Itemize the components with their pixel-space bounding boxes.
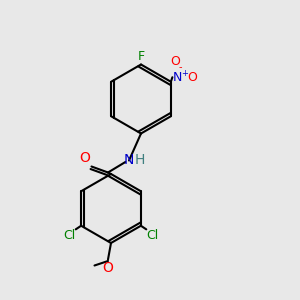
Text: O: O <box>170 55 180 68</box>
Text: O: O <box>103 261 113 275</box>
Text: N: N <box>124 154 134 167</box>
Text: N: N <box>172 71 182 84</box>
Text: O: O <box>79 151 90 165</box>
Text: Cl: Cl <box>63 229 75 242</box>
Text: +: + <box>182 69 188 78</box>
Text: F: F <box>137 50 145 63</box>
Text: H: H <box>134 154 145 167</box>
Text: Cl: Cl <box>146 229 158 242</box>
Text: O: O <box>188 71 197 84</box>
Text: -: - <box>178 62 182 72</box>
